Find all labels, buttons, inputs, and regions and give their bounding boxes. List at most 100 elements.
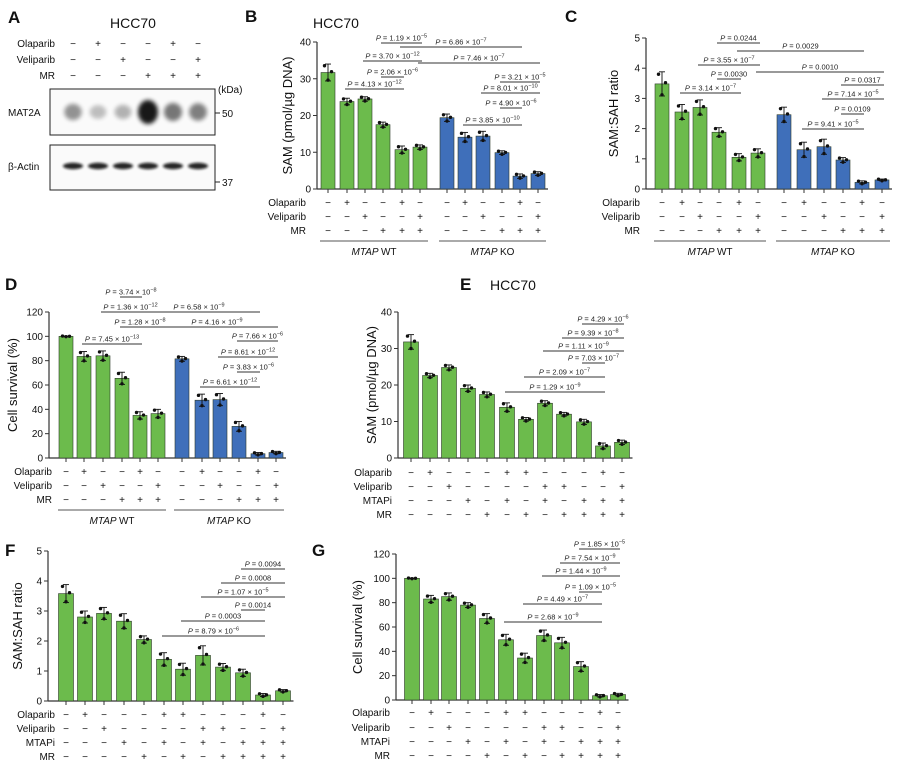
condition-sign: − [240, 724, 246, 735]
p-value-label: P = 1.44 × 10−9 [555, 567, 606, 576]
data-point [469, 386, 474, 390]
condition-sign: − [63, 710, 69, 721]
condition-sign: − [840, 198, 846, 209]
p-symbol: P [834, 105, 839, 114]
condition-sign: − [179, 495, 185, 506]
y-tick-label: 0 [384, 696, 390, 707]
chart-title: HCC70 [490, 277, 536, 293]
data-point [441, 113, 446, 117]
data-point [64, 600, 68, 604]
data-point [802, 154, 806, 159]
data-point [756, 155, 760, 159]
data-point [856, 179, 861, 183]
bar [150, 413, 166, 459]
condition-sign: − [217, 495, 223, 506]
condition-sign: − [697, 198, 703, 209]
data-point [798, 142, 803, 146]
data-point [526, 655, 531, 660]
bar [537, 402, 553, 459]
data-point [233, 420, 238, 425]
p-symbol: P [565, 583, 570, 592]
bar [320, 72, 336, 190]
condition-sign: − [199, 495, 205, 506]
p-symbol: P [494, 73, 499, 82]
p-symbol: P [85, 335, 90, 344]
panel-e-chart: E HCC70 SAM (pmol/µg DNA) 0 10 20 30 40 Olaparib… [354, 275, 633, 521]
condition-sign: − [484, 708, 490, 719]
data-point [158, 652, 163, 656]
y-tick-label: 1 [36, 667, 42, 678]
condition-sign: + [578, 751, 584, 762]
condition-sign: + [344, 198, 350, 209]
condition-sign: − [446, 737, 452, 748]
p-symbol: P [205, 612, 210, 621]
bar [58, 593, 74, 702]
condition-label: MTAPi [361, 737, 390, 748]
condition-sign: − [499, 212, 505, 223]
condition-sign: − [465, 723, 471, 734]
data-point [484, 133, 489, 138]
condition-sign: + [145, 71, 151, 82]
p-symbol: P [347, 80, 352, 89]
p-value-label: P = 0.0029 [782, 42, 818, 51]
panel-letter: A [8, 8, 20, 27]
data-point [514, 172, 519, 177]
bar [475, 135, 491, 190]
condition-sign: − [659, 212, 665, 223]
condition-sign: + [755, 226, 761, 237]
p-exponent: −8 [612, 329, 618, 335]
y-tick-label: 4 [634, 64, 640, 75]
p-symbol: P [235, 574, 240, 583]
p-value-label: P = 8.61 × 10−12 [221, 348, 275, 357]
p-value: = 1.44 × 10 [562, 567, 600, 576]
condition-sign: − [380, 212, 386, 223]
condition-sign: + [679, 198, 685, 209]
data-point [481, 138, 485, 143]
bar [357, 98, 373, 190]
p-value: = 7.14 × 10 [834, 90, 872, 99]
data-point [204, 652, 209, 657]
p-value-label: P = 3.83 × 10−6 [223, 363, 274, 372]
condition-label: Olaparib [17, 710, 55, 721]
p-symbol: P [555, 567, 560, 576]
p-value-label: P = 4.13 × 10−12 [347, 80, 401, 89]
p-symbol: P [574, 540, 579, 549]
condition-sign: + [81, 467, 87, 478]
p-exponent: −7 [582, 595, 588, 601]
condition-sign: − [581, 468, 587, 479]
p-value: = 7.03 × 10 [575, 354, 613, 363]
p-value: = 1.29 × 10 [536, 383, 574, 392]
p-symbol: P [527, 613, 532, 622]
condition-sign: + [260, 738, 266, 749]
y-tick-label: 0 [634, 185, 640, 196]
condition-sign: − [659, 198, 665, 209]
condition-sign: + [217, 481, 223, 492]
condition-sign: + [161, 710, 167, 721]
condition-sign: + [121, 738, 127, 749]
p-symbol: P [802, 63, 807, 72]
condition-sign: + [180, 752, 186, 763]
data-point [737, 158, 741, 163]
condition-sign: + [180, 710, 186, 721]
data-point [366, 97, 371, 101]
condition-sign: + [446, 482, 452, 493]
p-value: = 7.45 × 10 [92, 335, 130, 344]
condition-sign: + [170, 39, 176, 50]
bar [460, 387, 476, 459]
data-point [78, 350, 83, 355]
condition-sign: − [141, 738, 147, 749]
condition-sign: + [541, 737, 547, 748]
data-point [507, 637, 512, 641]
condition-sign: − [408, 468, 414, 479]
bar [404, 578, 420, 701]
p-symbol: P [564, 554, 569, 563]
condition-sign: − [63, 738, 69, 749]
panel-letter: B [245, 7, 257, 26]
condition-sign: − [325, 198, 331, 209]
blot-label: MAT2A [8, 108, 41, 119]
p-value: = 4.29 × 10 [584, 315, 622, 324]
p-value: = 4.90 × 10 [492, 99, 530, 108]
condition-sign: − [81, 481, 87, 492]
p-value-label: P = 3.55 × 10−7 [703, 56, 754, 65]
